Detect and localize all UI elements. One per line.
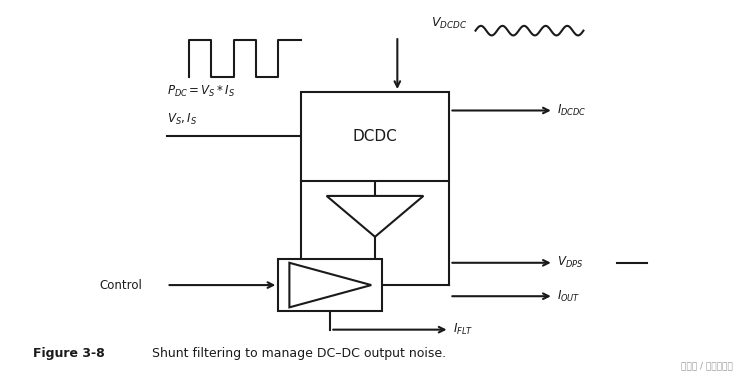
Text: $I_{FLT}$: $I_{FLT}$ xyxy=(453,322,473,337)
Text: Figure 3-8: Figure 3-8 xyxy=(32,347,104,360)
Polygon shape xyxy=(326,196,424,237)
Bar xyxy=(278,259,382,311)
Bar xyxy=(301,92,449,181)
Text: $I_{DCDC}$: $I_{DCDC}$ xyxy=(557,103,587,118)
Text: 头条号 / 万物云联网: 头条号 / 万物云联网 xyxy=(680,362,732,371)
Text: Shunt filtering to manage DC–DC output noise.: Shunt filtering to manage DC–DC output n… xyxy=(152,347,445,360)
Text: $V_S , I_S$: $V_S , I_S$ xyxy=(166,112,196,127)
Text: Control: Control xyxy=(100,279,142,291)
Text: DCDC: DCDC xyxy=(352,129,398,144)
Text: $V_{DPS}$: $V_{DPS}$ xyxy=(557,255,584,270)
Polygon shape xyxy=(290,263,371,307)
Text: $P_{DC} = V_S * I_S$: $P_{DC} = V_S * I_S$ xyxy=(166,84,235,100)
Text: $I_{OUT}$: $I_{OUT}$ xyxy=(557,289,581,304)
Text: $V_{DCDC}$: $V_{DCDC}$ xyxy=(430,16,467,31)
